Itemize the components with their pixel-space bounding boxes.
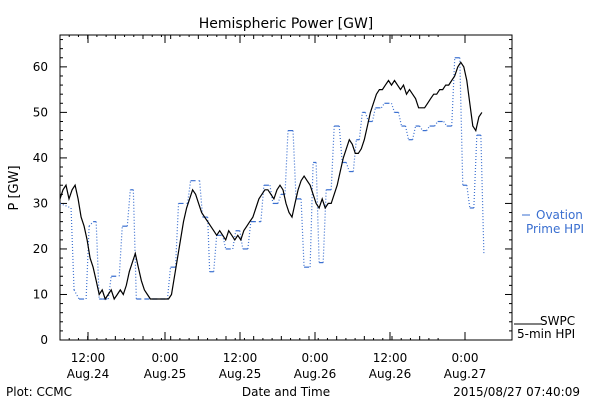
x-tick-date-label: Aug.25: [219, 367, 262, 381]
ovation-transition-segment: [371, 107, 376, 122]
y-tick-label: 40: [33, 151, 48, 165]
x-tick-date-label: Aug.25: [144, 367, 187, 381]
ovation-transition-segment: [107, 276, 112, 300]
ovation-transition-segment: [88, 221, 94, 227]
x-tick-date-label: Aug.24: [67, 367, 110, 381]
legend-swpc-line2: 5-min HPI: [517, 327, 575, 341]
x-tick-time-label: 12:00: [223, 351, 258, 365]
ovation-transition-segment: [186, 180, 192, 204]
ovation-transition-segment: [434, 121, 439, 127]
y-tick-label: 60: [33, 60, 48, 74]
ovation-transition-segment: [466, 185, 471, 209]
x-tick-time-label: 0:00: [302, 351, 329, 365]
ovation-transition-segment: [322, 189, 327, 263]
series-swpc-hpi: [59, 61, 483, 301]
ovation-transition-segment: [411, 125, 417, 140]
ovation-transition-segment: [443, 121, 448, 127]
ovation-transition-segment: [338, 125, 343, 163]
x-tick-date-label: Aug.26: [369, 367, 412, 381]
ovation-transition-segment: [126, 189, 131, 227]
y-tick-label: 0: [40, 333, 48, 347]
x-tick-time-label: 0:00: [152, 351, 179, 365]
plot-timestamp: 2015/08/27 07:40:09: [453, 385, 580, 399]
ovation-transition-segment: [419, 125, 424, 131]
legend-ovation-line1: Ovation: [536, 208, 583, 222]
y-tick-label: 10: [33, 287, 48, 301]
y-tick-label: 50: [33, 105, 48, 119]
ovation-transition-segment: [207, 217, 211, 272]
plot-axes: 0 10 20 30 40 50 60 12:00 Aug.24 0:00 Aug.25 12:00 A…: [33, 34, 513, 381]
ovation-transition-segment: [85, 226, 90, 300]
x-tick-time-label: 0:00: [452, 351, 479, 365]
ovation-transition-segment: [222, 235, 227, 250]
y-tick-label: 20: [33, 242, 48, 256]
x-tick-date-label: Aug.27: [444, 367, 487, 381]
ovation-transition-segment: [380, 102, 385, 109]
plot-credit: Plot: CCMC: [6, 385, 72, 399]
legend: Ovation Prime HPI SWPC 5-min HPI: [514, 208, 584, 341]
x-tick-date-label: Aug.26: [294, 367, 337, 381]
ovation-transition-segment: [59, 202, 72, 209]
ovation-transition-segment: [473, 135, 478, 209]
ovation-transition-segment: [459, 57, 464, 186]
legend-ovation-line2: Prime HPI: [526, 222, 584, 236]
ovation-transition-segment: [132, 189, 137, 300]
plot-frame: [59, 34, 513, 341]
series-ovation-prime-hpi: [59, 57, 485, 300]
swpc-line: [59, 61, 483, 301]
y-tick-label: 30: [33, 196, 48, 210]
x-axis-label: Date and Time: [242, 385, 330, 399]
ovation-transition-segment: [397, 112, 403, 127]
ovation-transition-segment: [426, 125, 431, 131]
ovation-transition-segment: [404, 125, 410, 140]
ovation-transition-segment: [199, 180, 204, 218]
chart-title: Hemispheric Power [GW]: [199, 16, 374, 32]
x-tick-time-label: 12:00: [71, 351, 106, 365]
legend-swpc-line1: SWPC: [540, 314, 575, 328]
ovation-transition-segment: [213, 235, 218, 272]
y-axis-label: P [GW]: [7, 165, 22, 210]
ovation-transition-segment: [95, 221, 100, 300]
x-tick-time-label: 12:00: [373, 351, 408, 365]
ovation-transition-segment: [309, 162, 314, 268]
